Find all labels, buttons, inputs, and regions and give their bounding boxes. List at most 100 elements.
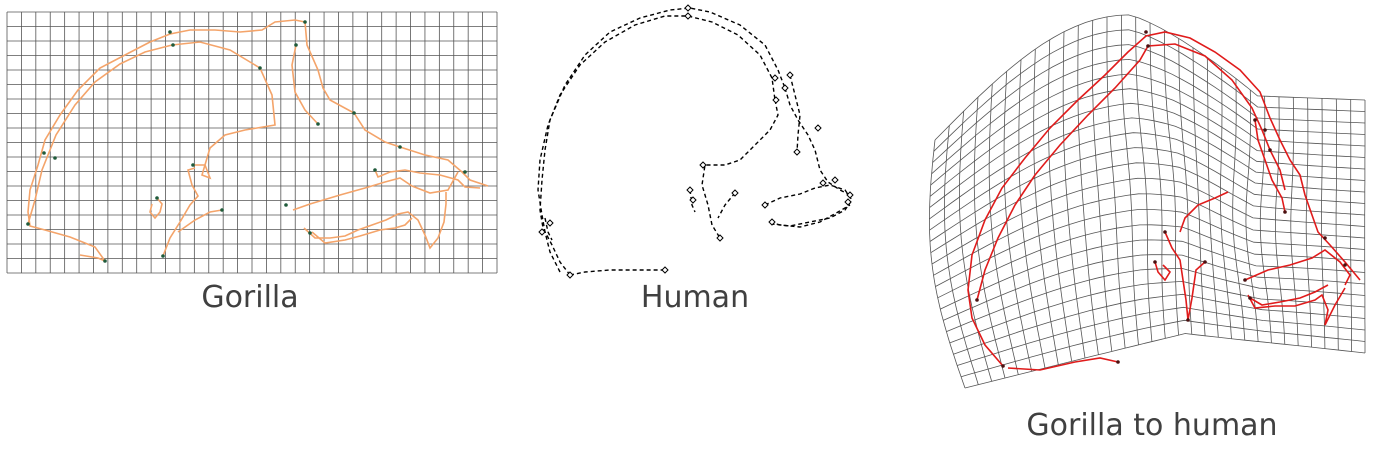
landmark-point: [686, 186, 694, 194]
landmark-point: [716, 234, 724, 242]
landmark-point: [103, 259, 107, 263]
grid-line: [933, 193, 1365, 276]
grid-line: [943, 254, 1365, 321]
warped-mandible: [1247, 287, 1346, 326]
landmark-point: [793, 148, 801, 156]
warped-cranium-inner: [1007, 357, 1119, 371]
landmark-point: [258, 66, 262, 70]
grid-line: [933, 29, 1366, 152]
landmark-point: [1248, 296, 1252, 300]
landmark-point: [463, 170, 467, 174]
landmark-point: [689, 196, 697, 204]
landmark-point: [781, 84, 789, 92]
human-occipital: [569, 269, 665, 276]
landmark-point: [398, 145, 402, 149]
gorilla-maxilla: [292, 171, 459, 211]
human-brow: [701, 99, 779, 239]
grid-line: [929, 117, 1365, 220]
landmark-point: [316, 122, 320, 126]
grid-line: [1220, 67, 1232, 339]
warped-orbit: [1254, 119, 1286, 213]
landmark-point: [26, 222, 30, 226]
landmark-point: [1001, 364, 1005, 368]
landmark-point: [171, 43, 175, 47]
landmark-point: [373, 168, 377, 172]
grid-line: [930, 162, 1365, 254]
human-foramen: [544, 217, 553, 241]
grid-line: [931, 58, 1366, 175]
human-caption: Human: [640, 280, 750, 315]
landmark-point: [155, 196, 159, 200]
gorilla-brow: [304, 21, 489, 187]
grid-line: [957, 306, 1366, 366]
grid-line: [934, 14, 1366, 141]
landmark-point: [1146, 44, 1150, 48]
landmark-point: [768, 218, 776, 226]
landmark-point: [1186, 318, 1190, 322]
grid-line: [1092, 20, 1113, 352]
warped-cranium-outer: [967, 31, 1271, 367]
landmark-point: [684, 12, 692, 20]
gorilla-caption: Gorilla: [201, 280, 299, 315]
warped-landmarks: [975, 30, 1347, 368]
landmark-point: [161, 254, 165, 258]
human-zygoma: [689, 189, 736, 219]
grid-line: [930, 73, 1366, 186]
landmark-point: [546, 219, 554, 227]
landmark-point: [975, 298, 979, 302]
gorilla-jaw-bottom: [311, 217, 413, 244]
landmark-point: [220, 208, 224, 212]
landmark-point: [1343, 263, 1347, 267]
human-panel: [537, 4, 854, 279]
landmark-point: [1243, 278, 1247, 282]
landmark-point: [844, 198, 852, 206]
landmark-point: [191, 163, 195, 167]
warped-maxilla: [1249, 284, 1329, 306]
landmark-point: [303, 20, 307, 24]
gorilla-zygomatic-2: [177, 209, 223, 233]
gorilla-skull-outline: [27, 19, 489, 262]
landmark-point: [1116, 360, 1120, 364]
landmark-point: [684, 4, 692, 12]
landmark-point: [294, 43, 298, 47]
landmark-point: [761, 201, 769, 209]
gorilla-face: [374, 169, 481, 189]
grid-line: [929, 147, 1365, 242]
grid-line: [929, 102, 1365, 208]
grid-line: [929, 132, 1365, 231]
grid-line: [929, 88, 1365, 197]
landmark-point: [819, 179, 827, 187]
grid-line: [1018, 59, 1046, 369]
warped-foramen: [1154, 261, 1172, 282]
human-landmarks: [538, 4, 854, 279]
landmark-point: [42, 151, 46, 155]
grid-line: [944, 125, 979, 385]
human-cranium-outer: [539, 7, 786, 276]
warped-skull-outline: [967, 31, 1361, 371]
human-skull-outline: [537, 7, 853, 276]
warped-inner-arc: [976, 43, 1286, 301]
landmark-point: [1263, 128, 1267, 132]
grid-line: [931, 177, 1365, 265]
grid-line: [1192, 47, 1206, 336]
human-nasal: [789, 74, 801, 153]
landmark-point: [352, 111, 356, 115]
grid-line: [940, 239, 1365, 310]
human-maxilla: [764, 184, 853, 227]
landmark-point: [786, 71, 794, 79]
human-mandible: [769, 204, 851, 228]
grid-line: [1135, 16, 1153, 342]
gorilla-zygomatic: [162, 167, 199, 257]
gorilla-landmarks: [26, 20, 467, 263]
landmark-point: [831, 176, 839, 184]
landmark-point: [661, 266, 669, 274]
grid-line: [1164, 30, 1179, 336]
grid-line: [932, 44, 1366, 163]
landmark-point: [1323, 236, 1327, 240]
gorilla-panel: [6, 11, 498, 274]
warped-zygoma: [1164, 231, 1206, 321]
warp-panel: [929, 14, 1366, 389]
landmark-point: [731, 189, 739, 197]
gorilla-to-human-caption: Gorilla to human: [1026, 408, 1278, 443]
grid-line: [946, 267, 1365, 332]
